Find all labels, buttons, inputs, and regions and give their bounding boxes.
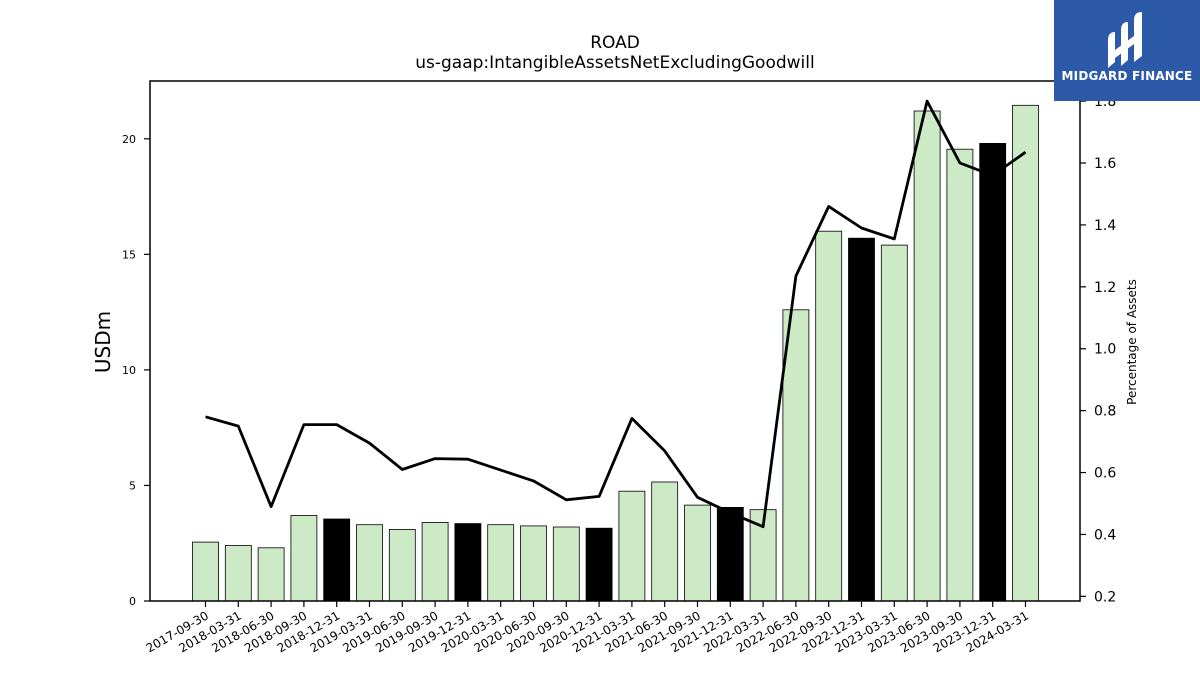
plot-frame (149, 80, 1081, 602)
bar-2019-09-30 (421, 522, 449, 602)
bar-2020-03-31 (487, 524, 515, 602)
line-series (205, 99, 1027, 529)
y-tick-label: 20 (122, 133, 136, 146)
bar-2023-12-31 (979, 142, 1007, 602)
midgard-logo-icon (1108, 12, 1142, 68)
bar-2021-09-30 (684, 504, 711, 602)
bar-2024-03-31 (1012, 104, 1039, 602)
bar-2018-06-30 (257, 547, 285, 602)
y2-tick-label: 1.2 (1094, 280, 1116, 296)
y-tick-label: 15 (122, 248, 136, 261)
y-tick-label: 5 (129, 479, 136, 492)
x-axis-ticks: 2017-09-302018-03-312018-06-302018-09-30… (144, 601, 1031, 655)
y-tick-label: 0 (129, 595, 136, 608)
bar-2022-06-30 (782, 309, 810, 602)
y2-tick-label: 1.0 (1094, 342, 1116, 358)
y2-tick-label: 1.6 (1094, 156, 1116, 172)
y2-tick-label: 0.4 (1094, 527, 1116, 543)
y2-axis-label: Percentage of Assets (1125, 279, 1139, 405)
percentage-line (205, 99, 1027, 529)
chart-title: ROAD (590, 33, 640, 53)
bar-2020-09-30 (552, 526, 580, 602)
brand-logo: MIDGARD FINANCE (1054, 0, 1200, 101)
bar-2023-09-30 (946, 148, 974, 602)
brand-name: MIDGARD FINANCE (1061, 69, 1193, 83)
y2-tick-label: 0.8 (1094, 404, 1116, 420)
bar-2022-12-31 (848, 237, 875, 602)
bar-2021-06-30 (651, 481, 679, 602)
bar-2023-03-31 (880, 244, 908, 602)
bar-2017-09-30 (192, 541, 219, 602)
y2-tick-label: 0.2 (1094, 589, 1116, 605)
bar-2018-12-31 (323, 518, 351, 602)
bar-2021-12-31 (716, 506, 744, 602)
bar-2020-06-30 (520, 525, 547, 602)
bar-2018-09-30 (290, 515, 318, 602)
y2-tick-label: 0.6 (1094, 466, 1116, 482)
bar-2023-06-30 (913, 110, 941, 602)
bar-2020-12-31 (585, 527, 613, 602)
chart-subtitle: us-gaap:IntangibleAssetsNetExcludingGood… (415, 53, 814, 73)
y2-axis-ticks: 0.20.40.60.81.01.21.41.61.8 (1080, 94, 1116, 605)
y2-tick-label: 1.4 (1094, 218, 1116, 234)
bar-2021-03-31 (618, 490, 646, 602)
y-tick-label: 10 (122, 364, 136, 377)
bar-series (192, 104, 1039, 602)
bar-2019-03-31 (356, 524, 383, 602)
bar-2022-09-30 (815, 230, 843, 602)
y-axis-ticks: 0 5 10 15 20 (122, 133, 150, 608)
y-axis-label: USDm (91, 311, 115, 373)
bar-2019-12-31 (454, 523, 482, 602)
bar-2019-06-30 (388, 529, 416, 602)
bar-2018-03-31 (224, 545, 252, 602)
